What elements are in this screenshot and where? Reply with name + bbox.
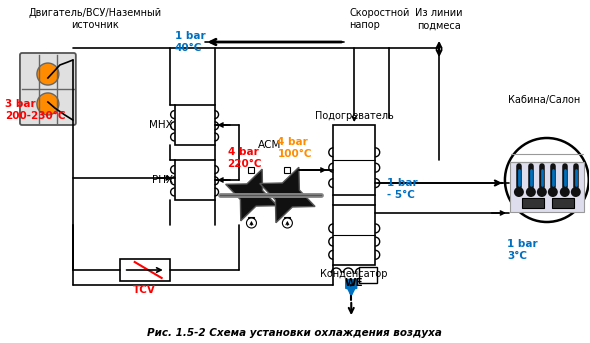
Text: TCV: TCV	[133, 285, 156, 295]
Text: Подогреватель: Подогреватель	[315, 111, 394, 121]
Text: Из линии
подмеса: Из линии подмеса	[415, 8, 463, 31]
Bar	[552, 198, 574, 208]
Text: 1 bar
- 5°С: 1 bar - 5°С	[387, 178, 418, 200]
Text: 4 bar
100°С: 4 bar 100°С	[277, 137, 312, 159]
Text: Конденсатор: Конденсатор	[320, 269, 388, 279]
FancyBboxPatch shape	[20, 53, 76, 125]
Circle shape	[505, 138, 589, 222]
Polygon shape	[225, 169, 277, 221]
Circle shape	[548, 187, 558, 197]
Bar	[120, 259, 170, 281]
Polygon shape	[260, 167, 315, 223]
Text: 4 bar
220°С: 4 bar 220°С	[228, 147, 262, 169]
Bar	[333, 125, 375, 195]
Bar	[333, 205, 375, 265]
Text: WE: WE	[345, 278, 363, 288]
Circle shape	[514, 187, 524, 197]
Bar	[359, 267, 377, 283]
Text: 3 bar
200-230°С: 3 bar 200-230°С	[5, 99, 65, 121]
Text: Кабина/Салон: Кабина/Салон	[508, 95, 580, 105]
Text: Рис. 1.5-2 Схема установки охлаждения воздуха: Рис. 1.5-2 Схема установки охлаждения во…	[147, 328, 442, 338]
Bar	[284, 217, 290, 223]
Bar	[175, 105, 215, 145]
Bar	[248, 217, 254, 223]
Text: Двигатель/ВСУ/Наземный
источник: Двигатель/ВСУ/Наземный источник	[28, 8, 161, 31]
Bar	[522, 198, 544, 208]
Circle shape	[526, 187, 536, 197]
Bar	[175, 160, 215, 200]
Text: МНХ: МНХ	[149, 120, 173, 130]
Circle shape	[283, 218, 293, 228]
Text: АСМ: АСМ	[258, 140, 281, 150]
Circle shape	[37, 63, 59, 85]
Circle shape	[247, 218, 257, 228]
Circle shape	[537, 187, 547, 197]
Bar	[284, 167, 290, 173]
Circle shape	[37, 93, 59, 115]
Circle shape	[560, 187, 570, 197]
Text: РНХ: РНХ	[152, 175, 173, 185]
Text: Скоростной
напор: Скоростной напор	[349, 8, 409, 31]
Circle shape	[571, 187, 581, 197]
Text: 1 bar
40°С: 1 bar 40°С	[175, 31, 205, 53]
Bar	[510, 162, 584, 212]
FancyBboxPatch shape	[346, 280, 357, 288]
Text: 1 bar
3°С: 1 bar 3°С	[507, 239, 537, 261]
Bar	[248, 167, 254, 173]
